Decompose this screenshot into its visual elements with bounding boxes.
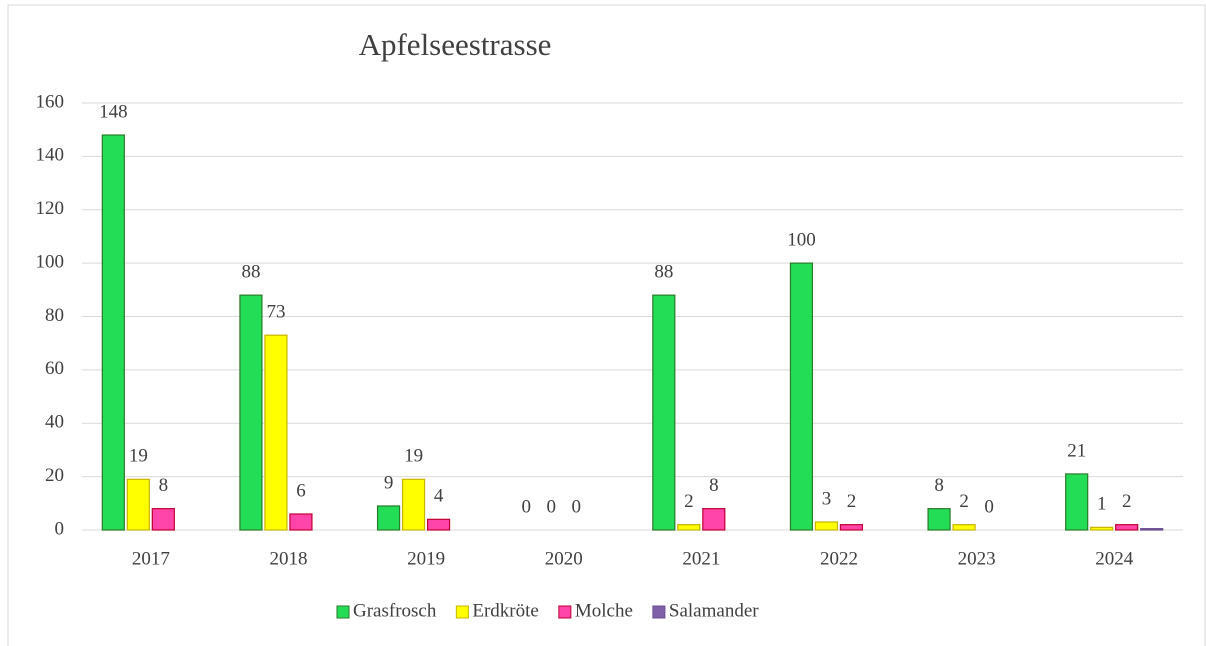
legend-swatch [558,605,572,619]
x-tick-label: 2023 [958,548,996,569]
data-label: 73 [266,302,285,323]
legend-label: Erdkröte [472,600,538,621]
x-tick-label: 2022 [820,548,858,569]
data-label: 0 [521,496,531,517]
bar [426,518,451,531]
data-label: 3 [822,488,832,509]
y-tick-label: 60 [45,358,64,379]
data-label: 0 [984,496,994,517]
data-label: 8 [159,475,169,496]
data-label: 2 [847,491,857,512]
chart-border [7,4,1206,646]
data-label: 100 [787,229,816,250]
y-tick-label: 80 [45,305,64,326]
data-label: 88 [241,262,260,283]
data-label: 0 [571,496,581,517]
data-label: 21 [1067,440,1086,461]
y-tick-label: 40 [45,412,64,433]
bar [401,478,426,531]
bar [1065,473,1089,531]
data-label: 2 [1122,491,1132,512]
bar [376,505,401,531]
data-label: 0 [546,496,556,517]
x-tick-label: 2020 [545,548,583,569]
y-tick-label: 0 [55,518,65,539]
legend-label: Salamander [669,600,759,621]
data-label: 19 [404,446,423,467]
data-label: 2 [959,491,969,512]
bar [927,508,951,531]
bar [151,508,175,531]
y-tick-label: 100 [36,251,65,272]
bar [702,508,726,531]
x-tick-label: 2024 [1095,548,1134,569]
bar [814,521,839,531]
data-label: 4 [434,486,444,507]
data-label: 8 [709,475,719,496]
x-tick-label: 2018 [269,548,307,569]
legend-swatch [336,605,350,619]
bar [239,294,263,531]
legend-swatch [652,605,666,619]
data-label: 19 [129,446,148,467]
data-label: 2 [684,491,694,512]
legend-label: Grasfrosch [353,600,437,621]
bar [289,513,313,531]
bar [789,262,814,531]
bar [1140,528,1164,531]
data-label: 148 [99,101,128,122]
chart-title: Apfelseestrasse [359,27,552,62]
data-label: 88 [654,262,673,283]
bar [126,478,150,531]
data-label: 6 [296,480,306,501]
bar [1090,526,1114,531]
y-tick-label: 160 [36,91,65,112]
y-tick-label: 140 [36,145,65,166]
x-tick-label: 2021 [682,548,720,569]
y-tick-label: 20 [45,465,64,486]
x-tick-label: 2017 [132,548,170,569]
legend-swatch [455,605,469,619]
bar [264,334,288,531]
data-label: 9 [384,472,394,493]
legend-label: Molche [575,600,633,621]
bar [952,524,976,531]
bar [839,524,864,531]
x-tick-label: 2019 [407,548,445,569]
data-label: 8 [934,475,944,496]
bar [677,524,701,531]
y-tick-label: 120 [36,198,65,219]
data-label: 1 [1097,494,1107,515]
bar [1115,524,1139,531]
bar [101,134,125,531]
bar [652,294,676,531]
